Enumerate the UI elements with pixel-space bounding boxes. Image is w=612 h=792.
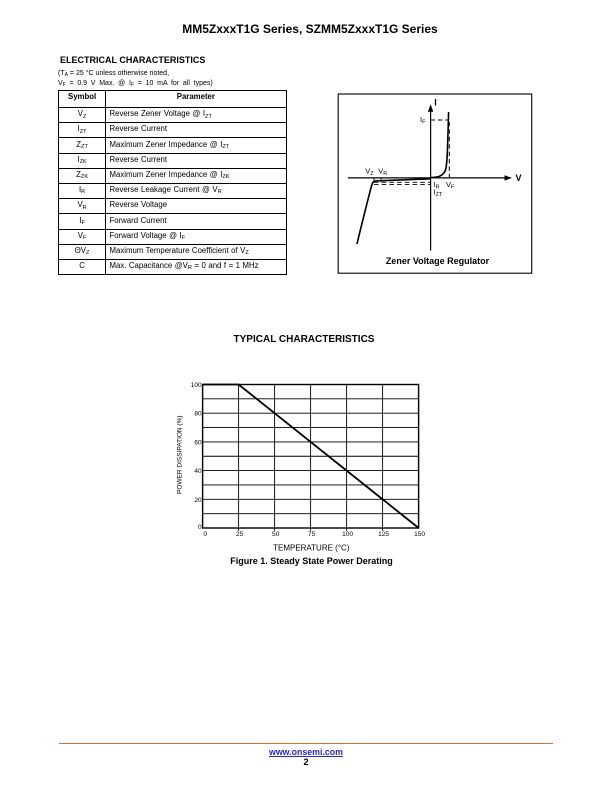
svg-text:40: 40 (194, 468, 202, 475)
svg-text:50: 50 (272, 531, 280, 538)
svg-text:V: V (516, 173, 522, 183)
svg-text:VF: VF (446, 180, 455, 191)
svg-text:IF: IF (420, 115, 426, 126)
svg-text:VZ: VZ (365, 166, 374, 177)
svg-text:I: I (434, 97, 437, 107)
svg-text:25: 25 (236, 531, 244, 538)
svg-text:60: 60 (194, 439, 202, 446)
svg-text:150: 150 (414, 531, 425, 538)
svg-text:0: 0 (198, 524, 202, 531)
svg-text:Zener Voltage Regulator: Zener Voltage Regulator (386, 256, 490, 266)
svg-text:POWER DISSIPATION (%): POWER DISSIPATION (%) (177, 415, 184, 494)
svg-text:0: 0 (203, 531, 207, 538)
svg-text:20: 20 (194, 497, 202, 504)
svg-text:TEMPERATURE (°C): TEMPERATURE (°C) (273, 544, 350, 553)
svg-text:VR: VR (378, 166, 387, 177)
svg-text:100: 100 (342, 531, 353, 538)
svg-text:125: 125 (378, 531, 389, 538)
svg-text:80: 80 (194, 411, 202, 418)
svg-text:100: 100 (191, 382, 202, 389)
svg-text:IZT: IZT (434, 187, 443, 198)
svg-text:IR: IR (434, 180, 440, 191)
svg-text:75: 75 (308, 531, 316, 538)
